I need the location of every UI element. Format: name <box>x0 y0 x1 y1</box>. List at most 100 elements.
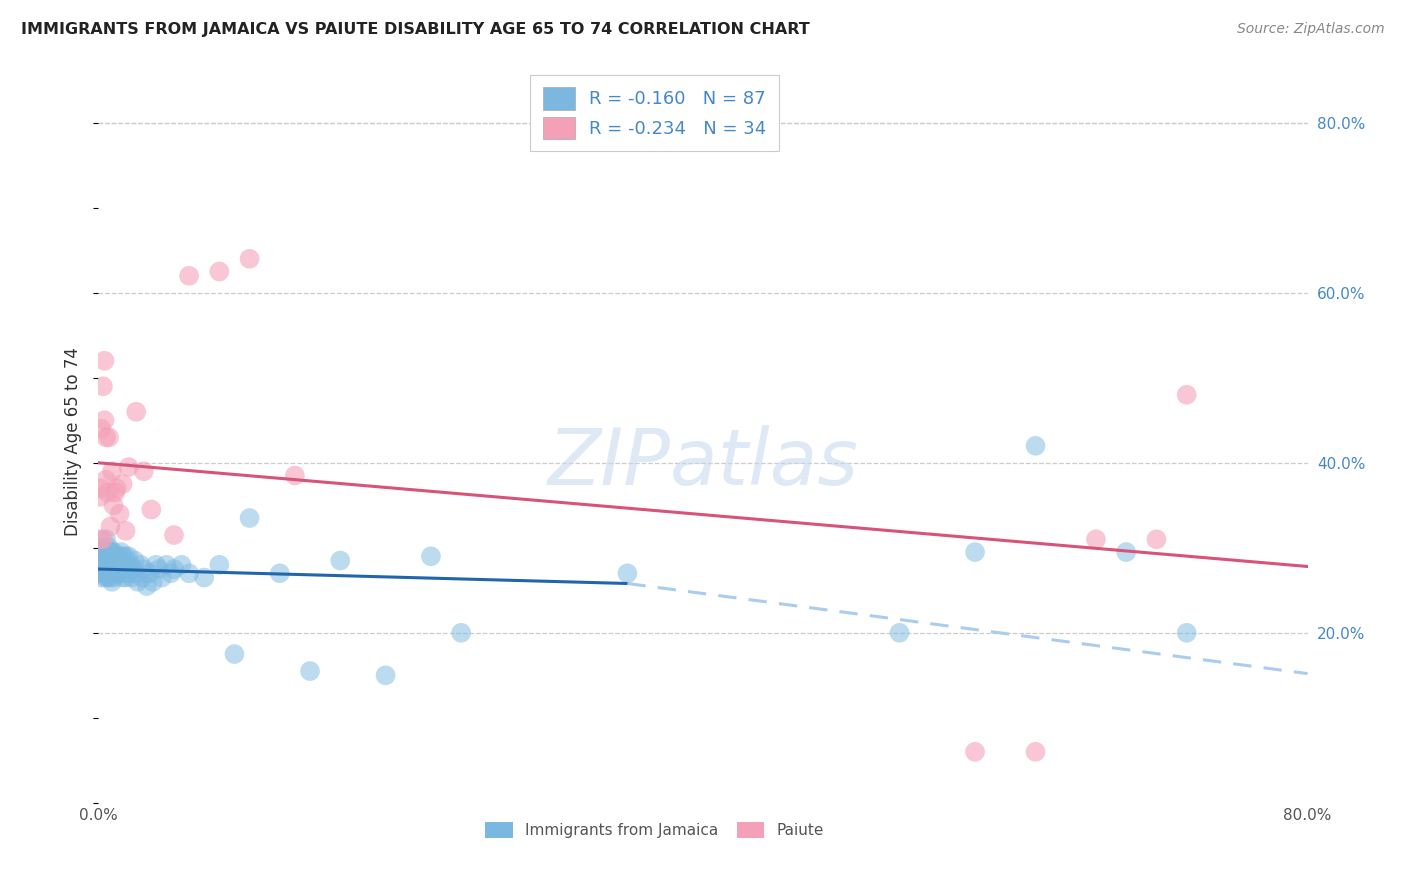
Point <box>170 558 193 572</box>
Point <box>107 566 129 581</box>
Point <box>96 545 118 559</box>
Point <box>93 413 115 427</box>
Point <box>111 549 134 564</box>
Point <box>91 379 114 393</box>
Point <box>110 545 132 559</box>
Point <box>131 570 153 584</box>
Point <box>94 562 117 576</box>
Point <box>104 549 127 564</box>
Point <box>90 570 112 584</box>
Point <box>1144 533 1167 547</box>
Point <box>179 566 201 581</box>
Point <box>108 566 131 581</box>
Point <box>93 553 115 567</box>
Point <box>616 566 638 581</box>
Point <box>114 524 136 538</box>
Point <box>104 566 127 581</box>
Point <box>121 570 143 584</box>
Point <box>132 464 155 478</box>
Point <box>179 268 201 283</box>
Point <box>93 562 115 576</box>
Point <box>94 473 117 487</box>
Point <box>142 574 165 589</box>
Point <box>100 570 122 584</box>
Point <box>101 562 124 576</box>
Point <box>127 574 149 589</box>
Point <box>114 549 136 564</box>
Point <box>100 545 122 559</box>
Point <box>89 490 111 504</box>
Point <box>91 533 114 547</box>
Point <box>163 562 186 576</box>
Point <box>91 558 114 572</box>
Point <box>96 562 118 576</box>
Point <box>98 430 121 444</box>
Point <box>103 498 125 512</box>
Point <box>145 558 167 572</box>
Point <box>224 647 246 661</box>
Point <box>120 558 142 572</box>
Point <box>94 430 117 444</box>
Point <box>90 549 112 564</box>
Point <box>89 566 111 581</box>
Point <box>1085 533 1108 547</box>
Legend: Immigrants from Jamaica, Paiute: Immigrants from Jamaica, Paiute <box>478 814 831 846</box>
Point <box>193 570 215 584</box>
Y-axis label: Disability Age 65 to 74: Disability Age 65 to 74 <box>65 347 83 536</box>
Point <box>132 562 155 576</box>
Point <box>124 553 146 567</box>
Point <box>90 481 112 495</box>
Point <box>96 570 118 584</box>
Point <box>1024 439 1046 453</box>
Point <box>111 477 134 491</box>
Point <box>1175 625 1198 640</box>
Point <box>239 252 262 266</box>
Point <box>103 545 125 559</box>
Point <box>163 528 186 542</box>
Point <box>103 570 125 584</box>
Point <box>93 353 115 368</box>
Point <box>125 566 148 581</box>
Point <box>98 558 121 572</box>
Point <box>100 558 122 572</box>
Point <box>90 562 112 576</box>
Point <box>101 574 124 589</box>
Point <box>965 545 987 559</box>
Point <box>104 485 127 500</box>
Point <box>155 558 177 572</box>
Point <box>89 533 111 547</box>
Point <box>374 668 396 682</box>
Point <box>160 566 183 581</box>
Text: Source: ZipAtlas.com: Source: ZipAtlas.com <box>1237 22 1385 37</box>
Point <box>118 566 141 581</box>
Point <box>91 541 114 555</box>
Point <box>135 579 157 593</box>
Point <box>105 549 128 564</box>
Point <box>1175 388 1198 402</box>
Point <box>208 558 231 572</box>
Point <box>94 570 117 584</box>
Point <box>889 625 911 640</box>
Point <box>89 541 111 555</box>
Point <box>105 481 128 495</box>
Point <box>420 549 443 564</box>
Point <box>101 545 124 559</box>
Point <box>98 541 121 555</box>
Point <box>299 664 322 678</box>
Point <box>93 545 115 559</box>
Point <box>114 570 136 584</box>
Point <box>90 545 112 559</box>
Point <box>269 566 291 581</box>
Point <box>89 545 111 559</box>
Point <box>98 566 121 581</box>
Point <box>96 485 118 500</box>
Point <box>91 566 114 581</box>
Point <box>90 422 112 436</box>
Point <box>89 553 111 567</box>
Text: ZIPatlas: ZIPatlas <box>547 425 859 501</box>
Point <box>1115 545 1137 559</box>
Point <box>108 553 131 567</box>
Point <box>329 553 352 567</box>
Point <box>139 566 162 581</box>
Point <box>129 558 152 572</box>
